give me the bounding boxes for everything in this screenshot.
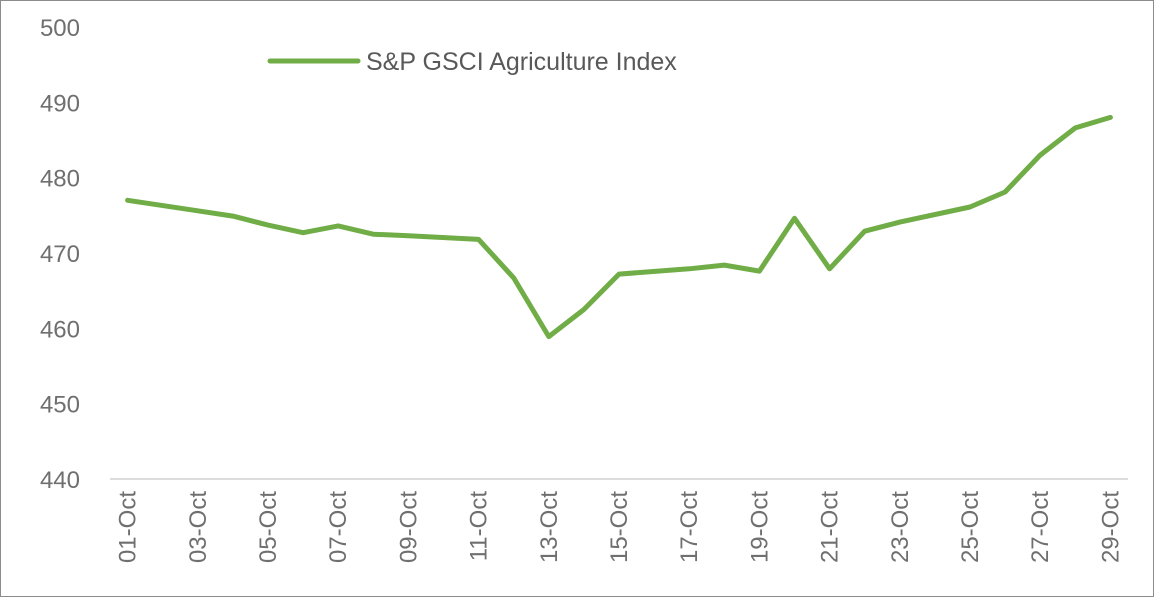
x-tick-label: 11-Oct (466, 491, 493, 562)
x-tick-label: 23-Oct (887, 491, 914, 563)
x-tick-label: 03-Oct (185, 491, 212, 563)
y-tick-label: 470 (40, 241, 80, 268)
y-tick-label: 440 (40, 467, 80, 494)
series-line (125, 114, 1113, 340)
x-tick-label: 17-Oct (676, 491, 703, 563)
x-tick-label: 01-Oct (115, 491, 142, 563)
y-tick-label: 490 (40, 90, 80, 117)
y-tick-label: 500 (40, 15, 80, 42)
x-tick-label: 15-Oct (606, 491, 633, 563)
y-tick-label: 460 (40, 316, 80, 343)
x-tick-label: 07-Oct (325, 491, 352, 563)
x-tick-label: 13-Oct (536, 491, 563, 563)
x-tick-label: 05-Oct (255, 491, 282, 563)
x-tick-label: 09-Oct (395, 491, 422, 563)
x-tick-label: 27-Oct (1027, 491, 1054, 563)
x-tick-label: 29-Oct (1097, 491, 1124, 563)
y-tick-label: 480 (40, 166, 80, 193)
y-tick-label: 450 (40, 392, 80, 419)
x-tick-label: 21-Oct (817, 491, 844, 563)
x-tick-label: 25-Oct (957, 491, 984, 563)
x-tick-label: 19-Oct (746, 491, 773, 563)
legend-label: S&P GSCI Agriculture Index (366, 48, 677, 76)
